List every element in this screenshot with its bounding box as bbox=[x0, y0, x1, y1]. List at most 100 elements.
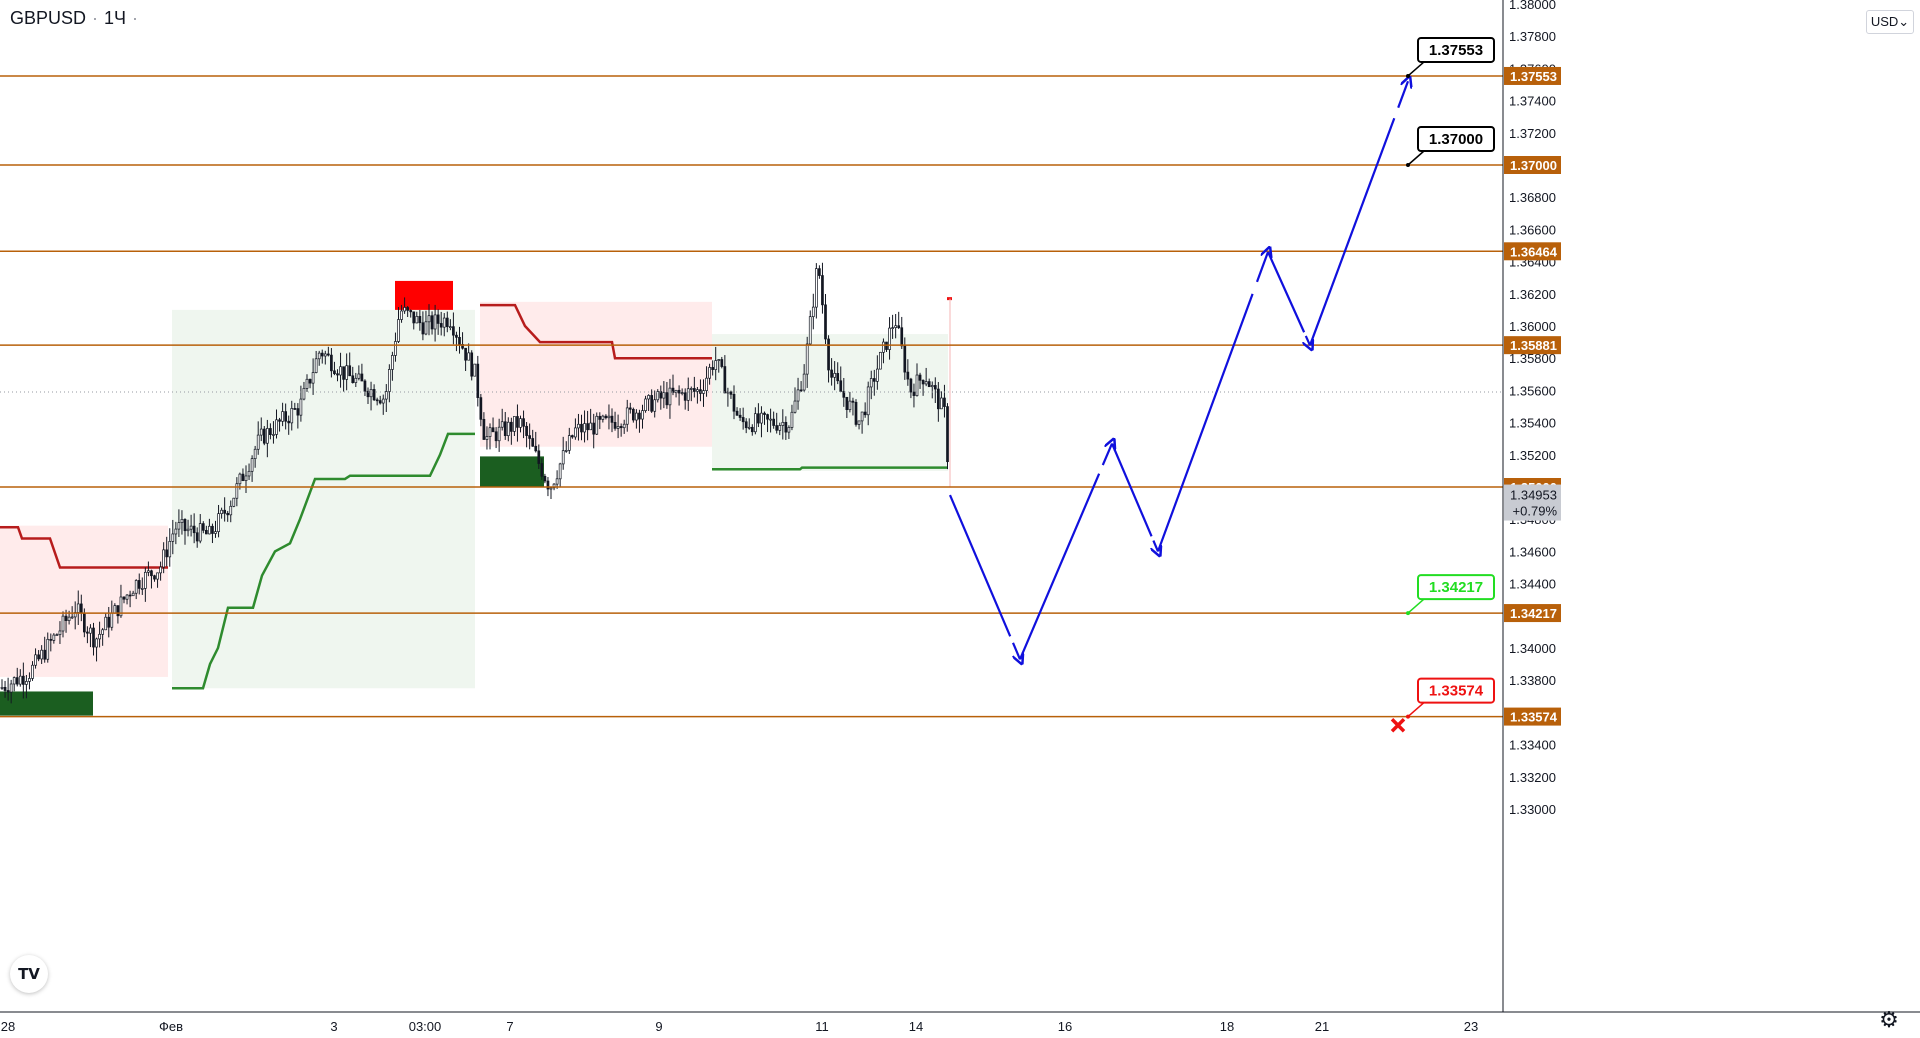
candle bbox=[464, 347, 467, 372]
currency-selector[interactable]: USD⌄ bbox=[1866, 10, 1914, 34]
candle-body bbox=[37, 654, 40, 660]
candle bbox=[89, 624, 92, 648]
candle-body bbox=[183, 519, 187, 532]
callout-box[interactable] bbox=[1417, 126, 1495, 152]
candle-body bbox=[342, 366, 345, 380]
candle bbox=[116, 605, 120, 624]
candle-body bbox=[930, 385, 934, 388]
tradingview-logo[interactable]: TV bbox=[10, 955, 48, 993]
price-tick-label: 1.36800 bbox=[1509, 190, 1556, 205]
callout-box[interactable] bbox=[1417, 36, 1495, 63]
candle bbox=[134, 579, 138, 600]
timeframe[interactable]: 1Ч bbox=[104, 8, 127, 28]
candle bbox=[55, 633, 59, 636]
candle-body bbox=[327, 353, 330, 356]
candle-body bbox=[287, 420, 291, 424]
callout-box[interactable] bbox=[1417, 677, 1495, 704]
candle-body bbox=[134, 580, 138, 594]
candle-body bbox=[531, 438, 535, 447]
candle bbox=[918, 372, 922, 389]
candle-body bbox=[104, 616, 108, 631]
candle bbox=[595, 412, 599, 435]
candle-body bbox=[214, 531, 217, 534]
candle bbox=[92, 622, 95, 656]
price-tick-label: 1.34600 bbox=[1509, 544, 1556, 559]
candle bbox=[729, 390, 733, 399]
candle bbox=[513, 416, 516, 436]
candle bbox=[763, 411, 766, 425]
candle-body bbox=[933, 385, 937, 390]
time-tick-label: 16 bbox=[1058, 1019, 1072, 1034]
callout-leader bbox=[1407, 61, 1425, 77]
candle-body bbox=[89, 627, 92, 634]
candle bbox=[259, 417, 263, 442]
candle bbox=[485, 426, 489, 450]
candle bbox=[409, 309, 413, 318]
candle-body bbox=[848, 400, 852, 411]
candle-body bbox=[110, 612, 114, 628]
candle-body bbox=[567, 435, 571, 451]
candle-body bbox=[394, 341, 397, 356]
price-tick-label: 1.35600 bbox=[1509, 383, 1556, 398]
candle-body bbox=[67, 616, 71, 621]
candle bbox=[714, 346, 718, 381]
candle-body bbox=[345, 365, 348, 380]
candle-body bbox=[311, 372, 315, 384]
time-tick-label: 14 bbox=[909, 1019, 923, 1034]
symbol-title[interactable]: GBPUSD · 1Ч · bbox=[10, 8, 144, 29]
forecast-segment bbox=[1266, 251, 1306, 333]
candle bbox=[875, 355, 879, 390]
candle bbox=[180, 510, 184, 535]
candle bbox=[879, 351, 882, 370]
candle-body bbox=[525, 425, 528, 436]
candle-body bbox=[189, 525, 193, 530]
candle bbox=[363, 379, 367, 396]
candle-body bbox=[604, 415, 608, 419]
candle bbox=[381, 394, 385, 415]
candle-body bbox=[766, 414, 769, 420]
candle bbox=[168, 528, 172, 567]
candle bbox=[31, 661, 34, 681]
price-tick-label: 1.34400 bbox=[1509, 577, 1556, 592]
candle-body bbox=[558, 463, 562, 480]
candle-body bbox=[34, 654, 37, 666]
candle bbox=[796, 377, 800, 410]
candle-body bbox=[580, 423, 583, 433]
candle-body bbox=[784, 421, 788, 433]
candle bbox=[757, 403, 760, 428]
candle-body bbox=[40, 649, 44, 660]
candle bbox=[866, 381, 870, 426]
candle bbox=[564, 441, 568, 453]
candle bbox=[189, 514, 193, 537]
candle bbox=[0, 679, 4, 690]
forecast-arrow bbox=[1397, 81, 1408, 109]
candle-body bbox=[860, 411, 864, 422]
callout-box[interactable] bbox=[1417, 574, 1495, 601]
current-price-tag bbox=[1504, 484, 1561, 521]
candle-body bbox=[863, 411, 867, 416]
symbol-name: GBPUSD bbox=[10, 8, 87, 28]
gear-icon[interactable]: ⚙ bbox=[1879, 1007, 1899, 1032]
candle-body bbox=[811, 306, 815, 318]
close-icon bbox=[1390, 718, 1406, 733]
candle-body bbox=[857, 420, 861, 425]
candle-body bbox=[665, 392, 669, 406]
candle bbox=[766, 413, 769, 433]
candle-body bbox=[577, 423, 580, 429]
candle-body bbox=[808, 316, 812, 345]
candle bbox=[351, 366, 355, 384]
candle bbox=[253, 445, 257, 468]
forecast-arrow bbox=[1101, 444, 1112, 466]
candle bbox=[320, 349, 324, 364]
candle bbox=[589, 408, 593, 431]
candle-body bbox=[802, 373, 806, 391]
candle-body bbox=[918, 374, 922, 381]
candle bbox=[388, 364, 391, 403]
candle-body bbox=[436, 314, 440, 324]
level-price-tag bbox=[1504, 707, 1561, 726]
candle-body bbox=[638, 412, 641, 420]
candle bbox=[18, 669, 22, 687]
candle-body bbox=[845, 396, 849, 411]
